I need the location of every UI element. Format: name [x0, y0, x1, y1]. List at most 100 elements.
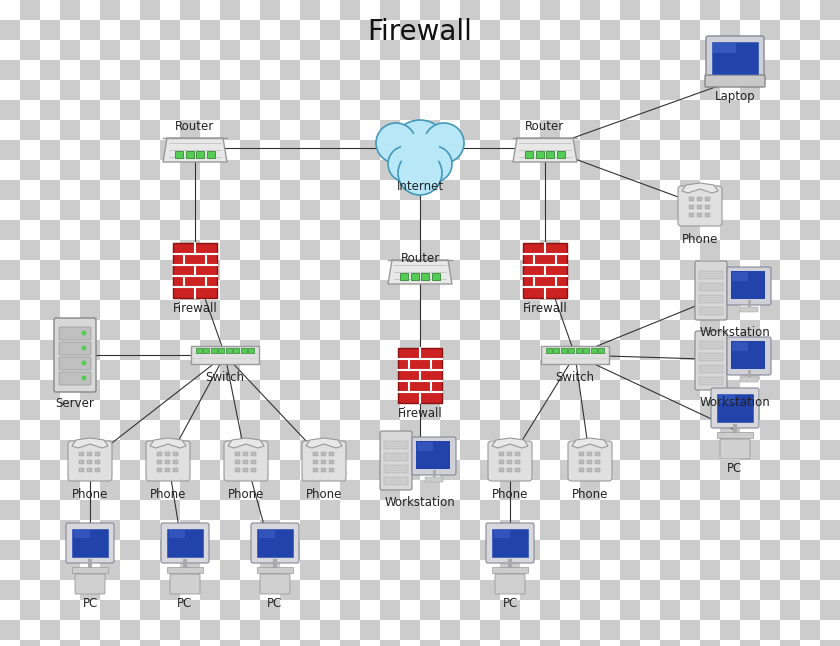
Bar — [95, 460, 100, 464]
Bar — [300, 440, 320, 460]
Bar — [660, 340, 680, 360]
Bar — [340, 420, 360, 440]
Bar — [640, 340, 660, 360]
Text: Switch: Switch — [555, 371, 595, 384]
Bar — [220, 100, 240, 120]
Text: Router: Router — [176, 120, 215, 133]
FancyBboxPatch shape — [541, 346, 609, 364]
Bar — [520, 280, 540, 300]
Bar — [400, 380, 420, 400]
Bar — [40, 420, 60, 440]
Bar — [700, 620, 720, 640]
Bar — [60, 100, 80, 120]
Polygon shape — [72, 438, 108, 448]
Bar — [640, 220, 660, 240]
Bar — [40, 180, 60, 200]
Bar — [340, 280, 360, 300]
Bar — [220, 620, 240, 640]
Bar — [40, 600, 60, 620]
Bar — [280, 320, 300, 340]
Bar — [660, 120, 680, 140]
FancyBboxPatch shape — [302, 441, 346, 481]
Bar — [220, 420, 240, 440]
Bar — [320, 600, 340, 620]
Bar — [240, 420, 260, 440]
Bar — [380, 540, 400, 560]
Bar — [560, 160, 580, 180]
Bar — [740, 200, 760, 220]
Bar — [720, 280, 740, 300]
Bar — [640, 360, 660, 380]
Bar — [80, 80, 100, 100]
Bar — [700, 220, 720, 240]
Bar — [220, 600, 240, 620]
Bar — [740, 260, 760, 280]
Bar — [500, 400, 520, 420]
Bar — [173, 468, 178, 472]
Bar — [500, 120, 520, 140]
Bar — [800, 380, 820, 400]
Bar — [360, 600, 380, 620]
Bar — [320, 200, 340, 220]
Bar — [740, 220, 760, 240]
Bar — [220, 120, 240, 140]
Bar — [200, 220, 220, 240]
Bar — [820, 320, 840, 340]
Bar — [180, 200, 200, 220]
Bar — [220, 500, 240, 520]
Bar — [74, 529, 90, 538]
Bar — [380, 380, 400, 400]
Bar — [20, 280, 40, 300]
Bar — [760, 620, 780, 640]
Bar — [120, 640, 140, 646]
Bar — [20, 560, 40, 580]
Bar — [140, 0, 160, 20]
Bar — [0, 220, 20, 240]
Bar — [820, 200, 840, 220]
Bar — [80, 400, 100, 420]
Bar — [220, 340, 240, 360]
Bar — [260, 200, 280, 220]
Bar — [20, 460, 40, 480]
Bar — [280, 360, 300, 380]
Bar — [440, 60, 460, 80]
FancyBboxPatch shape — [720, 439, 750, 459]
Bar — [340, 360, 360, 380]
Bar — [235, 468, 240, 472]
Bar — [220, 200, 240, 220]
Bar — [600, 40, 620, 60]
Bar — [260, 20, 280, 40]
Bar — [820, 60, 840, 80]
Bar — [560, 500, 580, 520]
Bar — [600, 640, 620, 646]
Polygon shape — [163, 138, 227, 162]
Bar — [620, 260, 640, 280]
Bar — [660, 160, 680, 180]
Bar — [340, 60, 360, 80]
Bar — [515, 452, 520, 456]
Bar — [300, 120, 320, 140]
Bar — [520, 620, 540, 640]
Bar — [700, 80, 720, 100]
Bar — [0, 100, 20, 120]
Bar — [587, 468, 592, 472]
Bar — [240, 320, 260, 340]
Bar — [300, 540, 320, 560]
Bar — [100, 40, 120, 60]
Bar — [460, 460, 480, 480]
Bar — [300, 60, 320, 80]
Bar — [820, 500, 840, 520]
Bar — [460, 420, 480, 440]
Bar — [340, 440, 360, 460]
Bar — [640, 600, 660, 620]
Bar — [40, 60, 60, 80]
Bar — [440, 280, 460, 300]
Bar — [640, 300, 660, 320]
Bar — [640, 380, 660, 400]
Bar — [800, 640, 820, 646]
Bar — [500, 160, 520, 180]
Bar — [80, 560, 100, 580]
Bar — [760, 40, 780, 60]
Bar — [384, 453, 408, 461]
Bar — [180, 260, 200, 280]
